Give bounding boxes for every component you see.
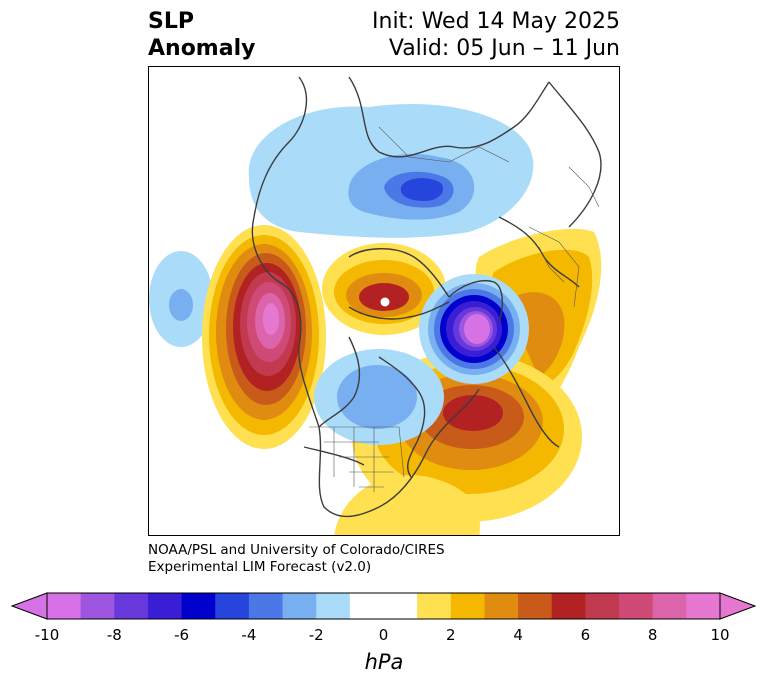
country-borders bbox=[309, 126, 600, 492]
anomaly-nepac-9 bbox=[263, 303, 279, 335]
colorbar-cell bbox=[518, 593, 553, 619]
colorbar-cells bbox=[47, 593, 721, 619]
colorbar-cell bbox=[619, 593, 654, 619]
colorbar-tick-label: -10 bbox=[34, 626, 60, 644]
colorbar-cell bbox=[282, 593, 317, 619]
init-date: Init: Wed 14 May 2025 bbox=[372, 9, 620, 34]
title-line-1: SLP bbox=[148, 9, 194, 34]
colorbar-cell bbox=[47, 593, 82, 619]
colorbar-cell bbox=[652, 593, 687, 619]
colorbar-cell bbox=[686, 593, 721, 619]
colorbar-cell bbox=[484, 593, 519, 619]
colorbar-cell bbox=[80, 593, 115, 619]
colorbar-cell bbox=[181, 593, 216, 619]
anomaly-natl-5 bbox=[443, 395, 503, 431]
anomaly-seus-pos bbox=[334, 475, 480, 535]
anomaly-pacific-neg-core bbox=[169, 289, 193, 321]
colorbar-extend-max bbox=[719, 592, 757, 620]
credit-line-1: NOAA/PSL and University of Colorado/CIRE… bbox=[148, 542, 445, 558]
colorbar-cell bbox=[551, 593, 586, 619]
colorbar-cell bbox=[417, 593, 452, 619]
forecast-dates: Init: Wed 14 May 2025 Valid: 05 Jun – 11… bbox=[372, 8, 620, 62]
colorbar-tick-label: -8 bbox=[106, 626, 122, 644]
colorbar-tick-label: 0 bbox=[378, 626, 389, 644]
colorbar-outline bbox=[46, 592, 721, 620]
colorbar-cell bbox=[450, 593, 485, 619]
colorbar-cell bbox=[147, 593, 183, 619]
slp-anomaly-map bbox=[148, 66, 620, 536]
title-line-2: Anomaly bbox=[148, 36, 256, 61]
colorbar-tick-label: 10 bbox=[710, 626, 730, 644]
anomaly-scand-8 bbox=[464, 314, 490, 344]
anomaly-ess-4 bbox=[359, 283, 409, 311]
map-svg bbox=[149, 76, 602, 535]
valid-date: Valid: 05 Jun – 11 Jun bbox=[388, 36, 620, 61]
anomaly-siberia-peak bbox=[400, 178, 444, 201]
colorbar-unit-label: hPa bbox=[364, 650, 404, 674]
colorbar-tick-label: -4 bbox=[241, 626, 257, 644]
colorbar-cell bbox=[316, 593, 351, 619]
colorbar-tick-label: -2 bbox=[308, 626, 324, 644]
colorbar-cell bbox=[248, 593, 284, 619]
colorbar-cell bbox=[349, 593, 384, 619]
colorbar-tick-label: 4 bbox=[513, 626, 523, 644]
anomaly-canada-neg-2 bbox=[337, 365, 417, 429]
north-pole-marker bbox=[380, 297, 390, 307]
colorbar-cell bbox=[114, 593, 149, 619]
colorbar-tick-label: 6 bbox=[580, 626, 591, 644]
colorbar-cell bbox=[215, 593, 250, 619]
credit-text: NOAA/PSL and University of Colorado/CIRE… bbox=[148, 542, 445, 576]
colorbar-tick-label: 2 bbox=[446, 626, 456, 644]
credit-line-2: Experimental LIM Forecast (v2.0) bbox=[148, 559, 372, 575]
colorbar-cell bbox=[585, 593, 620, 619]
map-title: SLP Anomaly bbox=[148, 8, 255, 62]
colorbar-tick-label: -6 bbox=[174, 626, 190, 644]
colorbar bbox=[10, 592, 757, 620]
colorbar-tick-label: 8 bbox=[647, 626, 658, 644]
colorbar-cell bbox=[383, 593, 418, 619]
colorbar-extend-min bbox=[10, 592, 48, 620]
colorbar-ticks: -10 -8 -6 -4 -2 0 2 4 6 8 10 bbox=[0, 626, 768, 646]
